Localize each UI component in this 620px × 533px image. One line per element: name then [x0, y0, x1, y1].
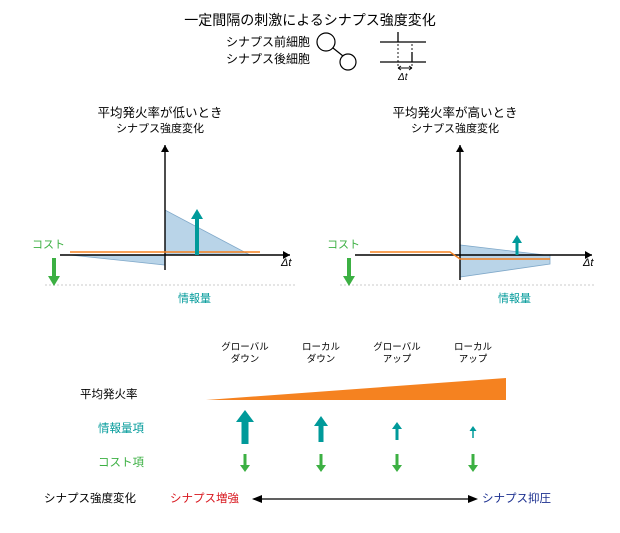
neuron-diagram — [312, 30, 372, 78]
row-label-rate: 平均発火率 — [80, 386, 138, 402]
depression-label: シナプス抑圧 — [482, 490, 551, 506]
row-label-cost: コスト項 — [98, 454, 144, 470]
rate-wedge — [206, 374, 516, 404]
row-label-info: 情報量項 — [98, 420, 144, 436]
chart-right-title: 平均発火率が高いとき — [335, 102, 575, 121]
chart-right-info-label: 情報量 — [498, 290, 531, 306]
potentiation-label: シナプス増強 — [170, 490, 239, 506]
neuron-labels: シナプス前細胞 シナプス後細胞 — [160, 34, 310, 68]
chart-left-subtitle: シナプス強度変化 — [40, 120, 280, 136]
col-header-2: グローバル アップ — [366, 342, 428, 366]
row-label-change: シナプス強度変化 — [44, 490, 136, 506]
post-cell-label: シナプス後細胞 — [160, 51, 310, 68]
chart-right-cost-label: コスト — [327, 236, 360, 252]
chart-right-xaxis-label: Δt — [583, 257, 593, 269]
info-arrows-row — [200, 408, 520, 448]
col-header-0: グローバル ダウン — [214, 342, 276, 366]
chart-left-cost-label: コスト — [32, 236, 65, 252]
pre-cell-label: シナプス前細胞 — [160, 34, 310, 51]
chart-left — [25, 135, 305, 315]
chart-left-title: 平均発火率が低いとき — [40, 102, 280, 121]
chart-left-xaxis-label: Δt — [281, 257, 291, 269]
cost-arrows-row — [200, 450, 520, 480]
col-header-1: ローカル ダウン — [290, 342, 352, 366]
spike-timing-icon — [376, 28, 440, 82]
col-header-3: ローカル アップ — [442, 342, 504, 366]
change-axis — [252, 490, 478, 508]
chart-right-subtitle: シナプス強度変化 — [335, 120, 575, 136]
chart-left-info-label: 情報量 — [178, 290, 211, 306]
main-title: 一定間隔の刺激によるシナプス強度変化 — [0, 10, 620, 30]
chart-right — [320, 135, 610, 315]
cost-arrow-icon — [48, 258, 60, 286]
delta-t-label: Δt — [398, 72, 408, 83]
cost-arrow-icon — [343, 258, 355, 286]
